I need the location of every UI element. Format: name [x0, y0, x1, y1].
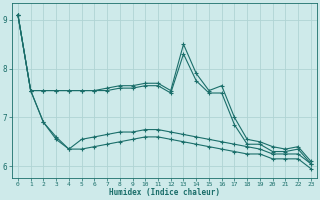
- X-axis label: Humidex (Indice chaleur): Humidex (Indice chaleur): [109, 188, 220, 197]
